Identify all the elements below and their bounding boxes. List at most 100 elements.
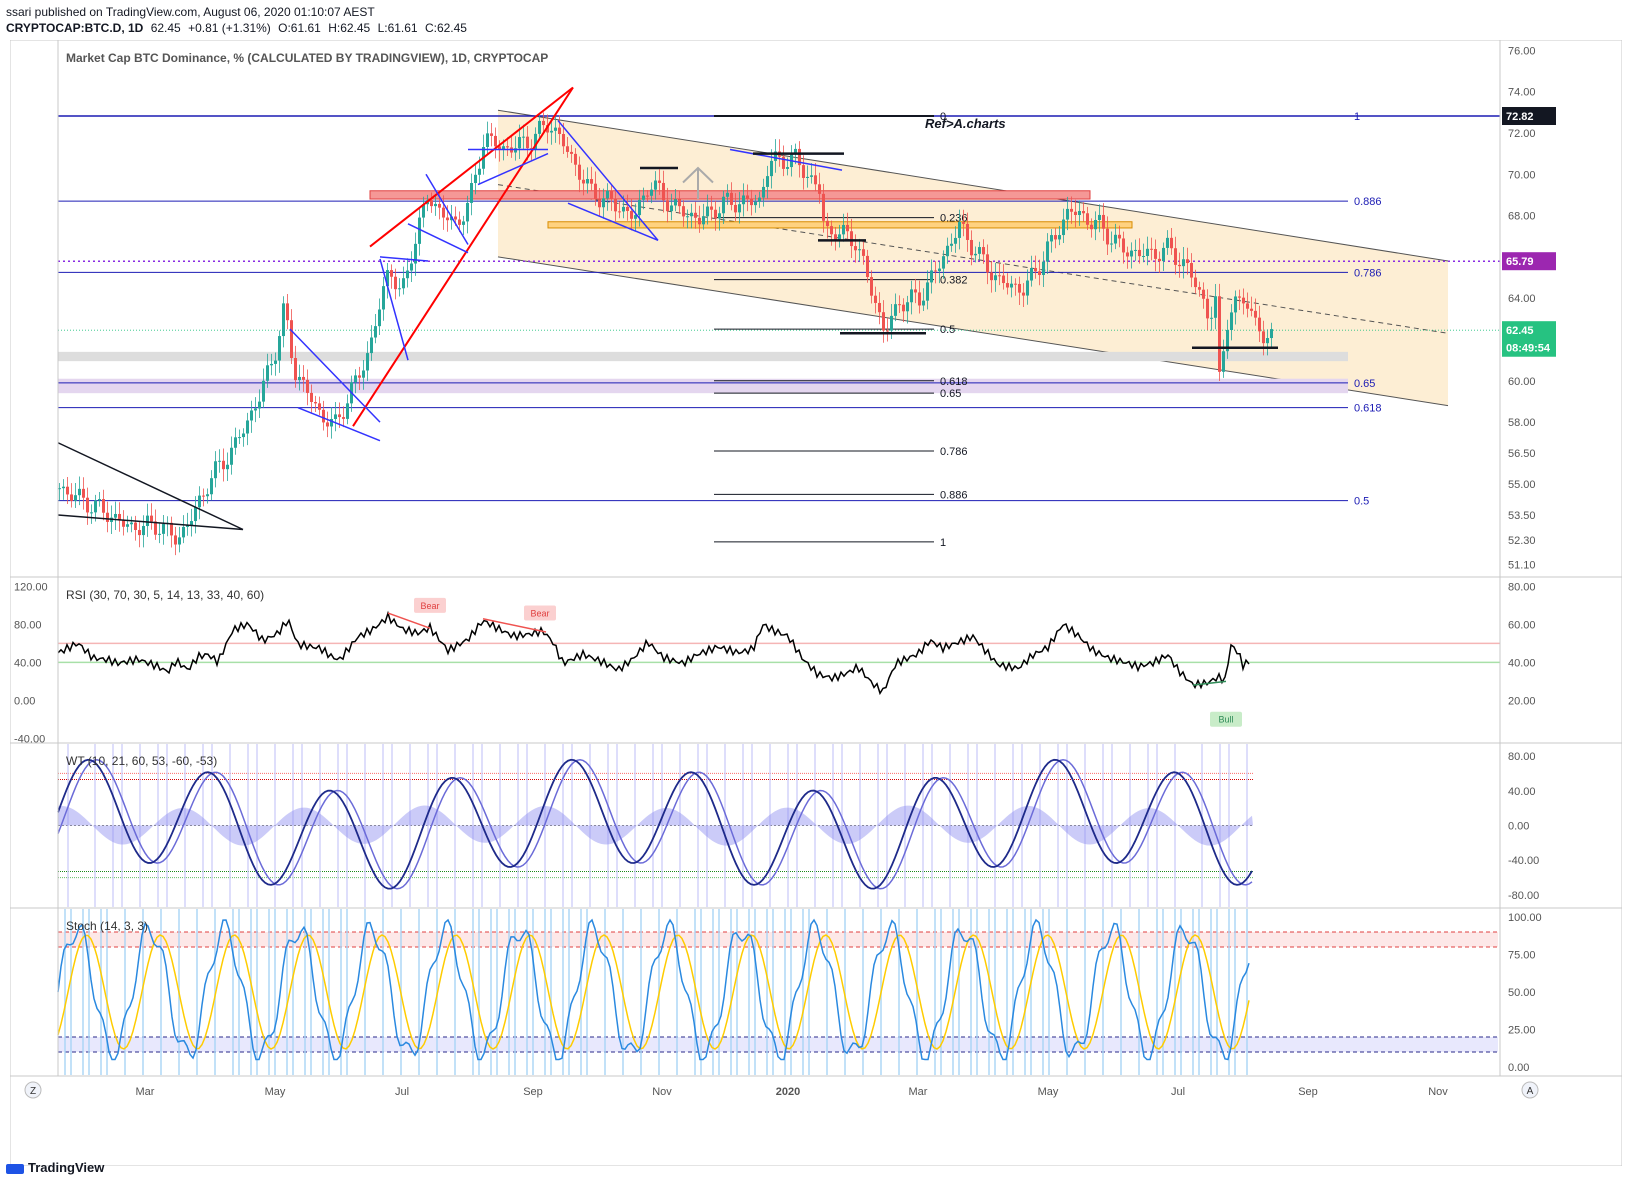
wt-bg-bar	[472, 744, 474, 907]
wt-tick: 0.00	[1508, 821, 1529, 833]
rsi-left-tick: 120.00	[14, 581, 48, 593]
blue-flag-bottom	[477, 152, 549, 186]
candle-body	[1262, 331, 1265, 344]
wt-bg-bar	[886, 744, 888, 907]
candle-body	[758, 197, 761, 202]
wt-bg-bar	[409, 744, 411, 907]
red-trendline-1	[352, 86, 574, 427]
candle-body	[802, 165, 805, 178]
candle-body	[714, 209, 717, 219]
candle-body	[998, 275, 1001, 277]
stoch-d-line	[57, 934, 1250, 1050]
stoch-tick: 75.00	[1508, 950, 1536, 962]
candle-body	[1194, 277, 1197, 288]
candle-body	[266, 365, 269, 381]
channel-fill	[498, 110, 1448, 406]
candle-body	[710, 206, 713, 210]
stoch-bg-bar	[100, 909, 102, 1075]
candle-body	[1170, 237, 1173, 249]
wt-bg-bar	[589, 744, 591, 907]
auto-scale-button[interactable]: A	[1521, 1081, 1539, 1099]
candle-body	[982, 247, 985, 255]
candle-body	[210, 478, 213, 495]
blue-wedge-1a	[289, 328, 381, 423]
candle-body	[794, 148, 797, 153]
wt-bg-bar	[877, 744, 879, 907]
candle-body	[1230, 312, 1233, 330]
candle-body	[226, 464, 229, 470]
candle-body	[558, 127, 561, 134]
stoch-bg-bar	[532, 909, 534, 1075]
stoch-bg-bar	[1198, 909, 1200, 1075]
candle-body	[1094, 220, 1097, 230]
wt-bg-bar	[1156, 744, 1158, 907]
wt-bg-bar	[616, 744, 618, 907]
wt-bg-bar	[427, 744, 429, 907]
wt-bg-bar	[319, 744, 321, 907]
stoch-bg-bar	[64, 909, 66, 1075]
candle-body	[546, 125, 549, 133]
candle-body	[554, 127, 557, 131]
stoch-bg-bar	[70, 909, 72, 1075]
wt-bg-bar	[922, 744, 924, 907]
drawings	[57, 86, 1278, 531]
tradingview-logo[interactable]: TradingView	[6, 1160, 104, 1175]
stoch-bg-bar	[790, 909, 792, 1075]
candle-body	[346, 403, 349, 419]
candle-body	[178, 537, 181, 545]
candle-body	[602, 198, 605, 208]
svg-text:Z: Z	[30, 1086, 36, 1097]
wt-bg-bar	[382, 744, 384, 907]
stoch-bg-bar	[1006, 909, 1008, 1075]
time-tick-label: Sep	[523, 1086, 543, 1098]
candle-body	[134, 522, 137, 530]
wt-bg-bar	[1066, 744, 1068, 907]
close-value: C:62.45	[424, 21, 467, 35]
candle-body	[826, 220, 829, 227]
candle-body	[206, 494, 209, 497]
stoch-bg-bar	[1138, 909, 1140, 1075]
wt-bg-bar	[1102, 744, 1104, 907]
candle-body	[1234, 296, 1237, 313]
brand-name: TradingView	[28, 1160, 105, 1175]
candle-body	[478, 168, 481, 175]
candle-body	[1042, 261, 1045, 276]
candle-body	[566, 146, 569, 152]
fib-mid-label: 0.886	[940, 489, 968, 501]
candle-body	[190, 521, 193, 526]
wt-title: WT (10, 21, 60, 53, -60, -53)	[66, 754, 217, 768]
stoch-bg-bar	[214, 909, 216, 1075]
candle-body	[890, 315, 893, 331]
stoch-bg-bar	[1084, 909, 1086, 1075]
price-tick-label: 74.00	[1508, 87, 1536, 99]
wt-bg-bar	[1174, 744, 1176, 907]
candle-body	[670, 205, 673, 212]
candle-body	[1206, 298, 1209, 319]
price-tick-label: 60.00	[1508, 376, 1536, 388]
last-price: 62.45	[150, 21, 181, 35]
stoch-bg-bar	[976, 909, 978, 1075]
candle-body	[106, 512, 109, 522]
chart-area[interactable]: 10.8860.7860.650.6180.500.2360.3820.50.6…	[10, 40, 1622, 1166]
stoch-bg-bar	[1066, 909, 1068, 1075]
candle-body	[1102, 214, 1105, 229]
bear-divergence-2	[482, 618, 547, 633]
stoch-bg-bar	[718, 909, 720, 1075]
candle-body	[1222, 351, 1225, 372]
blue-wedge-2b	[379, 256, 429, 262]
candle-body	[1270, 329, 1273, 339]
stoch-bg-bar	[712, 909, 714, 1075]
stoch-bg-bar	[1042, 909, 1044, 1075]
time-tick-label: Mar	[136, 1086, 155, 1098]
candle-body	[450, 216, 453, 221]
zoom-button[interactable]: Z	[24, 1081, 42, 1099]
candle-body	[1246, 303, 1249, 309]
candle-body	[1110, 243, 1113, 245]
wt-bg-bar	[1039, 744, 1041, 907]
candle-body	[906, 302, 909, 312]
candle-body	[542, 120, 545, 126]
wt-bg-bar	[562, 744, 564, 907]
candle-body	[606, 190, 609, 199]
candle-body	[314, 402, 317, 404]
wt-bg-bar	[274, 744, 276, 907]
